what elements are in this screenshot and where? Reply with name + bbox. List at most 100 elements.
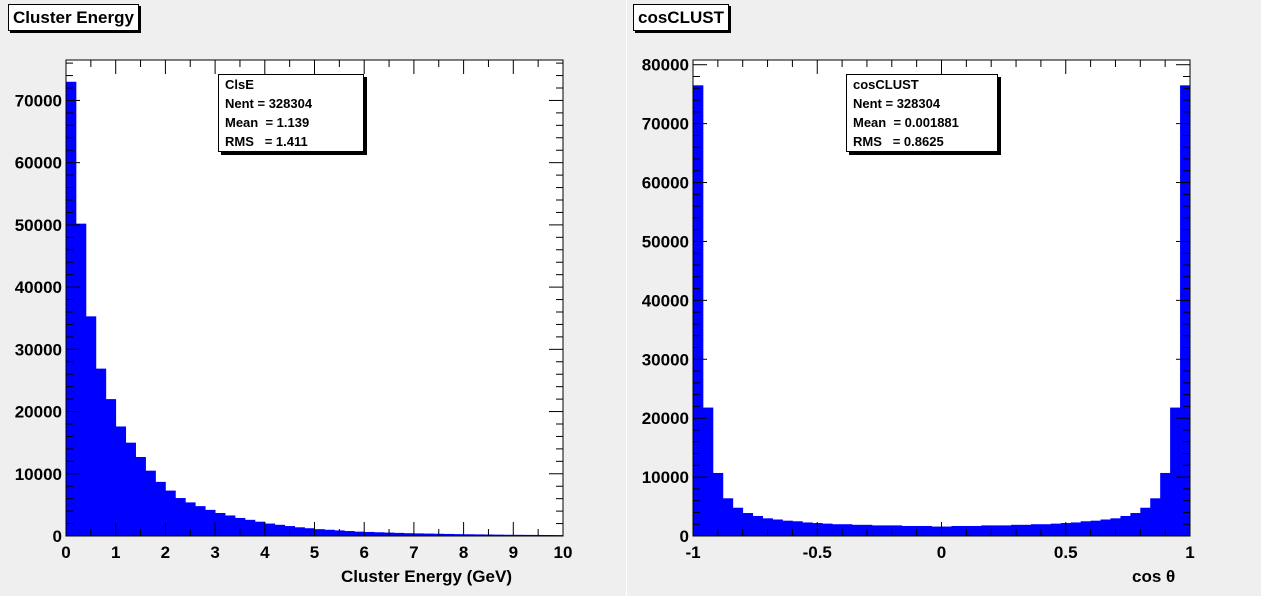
histogram-bar bbox=[274, 524, 286, 536]
y-tick-label: 70000 bbox=[15, 91, 62, 110]
stats-name: ClsE bbox=[225, 77, 254, 92]
stats-mean: Mean = 1.139 bbox=[225, 115, 310, 130]
histogram-bar bbox=[1180, 85, 1191, 537]
histogram-bar bbox=[921, 525, 932, 536]
x-tick-label: 5 bbox=[310, 543, 319, 562]
histogram-bar bbox=[1070, 522, 1082, 536]
histogram-bar bbox=[782, 520, 793, 536]
x-tick-label: 3 bbox=[210, 543, 219, 562]
stats-name: cosCLUST bbox=[853, 77, 919, 92]
y-tick-label: 50000 bbox=[15, 216, 62, 235]
histogram-bar bbox=[165, 490, 176, 536]
histogram-bar bbox=[294, 527, 305, 536]
histogram-bar bbox=[1100, 519, 1111, 536]
histogram-bar bbox=[354, 531, 365, 536]
x-tick-label: -0.5 bbox=[803, 543, 832, 562]
histogram-bar bbox=[901, 525, 913, 536]
histogram-bar bbox=[1140, 507, 1151, 536]
histogram-bar bbox=[1120, 515, 1131, 536]
histogram-bar bbox=[364, 531, 375, 536]
histogram-bar bbox=[473, 534, 484, 536]
stats-box: ClsE Nent = 328304 Mean = 1.139 RMS = 1.… bbox=[218, 74, 364, 152]
histogram-bar bbox=[742, 513, 754, 536]
histogram-bar bbox=[453, 534, 464, 536]
x-tick-label: 7 bbox=[409, 543, 418, 562]
left-histogram-pad: 0 10000 20000 30000 40000 50000 60000 70000 0 1 2 3… bbox=[0, 0, 627, 596]
histogram-bar bbox=[881, 525, 893, 536]
chart-title: Cluster Energy bbox=[8, 4, 139, 31]
x-tick-label: 4 bbox=[260, 543, 270, 562]
histogram-bar bbox=[215, 512, 226, 536]
histogram-bar bbox=[125, 442, 136, 536]
histogram-bar bbox=[732, 507, 744, 536]
x-tick-label: 9 bbox=[509, 543, 518, 562]
histogram-bar bbox=[225, 515, 236, 536]
y-tick-label: 30000 bbox=[15, 340, 62, 359]
stats-nent: Nent = 328304 bbox=[853, 96, 941, 111]
histogram-bar bbox=[95, 368, 107, 536]
histogram-bar bbox=[931, 526, 942, 536]
y-tick-label: 10000 bbox=[15, 465, 62, 484]
histogram-bar bbox=[772, 519, 783, 536]
histogram-bar bbox=[802, 522, 813, 536]
y-tick-label: 20000 bbox=[15, 403, 62, 422]
histogram-bar bbox=[244, 519, 256, 536]
histogram-bar bbox=[852, 524, 863, 536]
histogram-bar bbox=[463, 534, 474, 536]
x-tick-label: 8 bbox=[459, 543, 468, 562]
histogram-bar bbox=[981, 525, 992, 536]
y-tick-label: 50000 bbox=[642, 232, 689, 251]
histogram-bar bbox=[941, 526, 952, 536]
histogram-bar bbox=[1050, 523, 1062, 536]
histogram-bar bbox=[832, 524, 843, 536]
histogram-bar bbox=[195, 506, 206, 536]
histogram-bar bbox=[344, 531, 355, 536]
histogram-bar bbox=[991, 525, 1002, 536]
histogram-bar bbox=[1030, 524, 1042, 536]
histogram-bar bbox=[712, 472, 724, 536]
x-tick-label: 6 bbox=[359, 543, 368, 562]
histogram-bar bbox=[722, 498, 734, 536]
histogram-bar bbox=[1160, 472, 1171, 536]
histogram-bar bbox=[792, 521, 803, 536]
histogram-bar bbox=[443, 533, 455, 536]
right-histogram-pad: 0 10000 20000 30000 40000 50000 60000 70000 8000… bbox=[627, 0, 1261, 596]
histogram-bar bbox=[66, 81, 77, 537]
histogram-bar bbox=[135, 456, 146, 536]
histogram-bar bbox=[324, 529, 335, 536]
y-tick-label: 20000 bbox=[642, 409, 689, 428]
y-tick-label: 30000 bbox=[642, 350, 689, 369]
histogram-bar bbox=[1080, 521, 1091, 536]
x-tick-label: 10 bbox=[554, 543, 573, 562]
stats-rms: RMS = 0.8625 bbox=[853, 134, 944, 149]
cos-theta-plot: 0 10000 20000 30000 40000 50000 60000 70000 8000… bbox=[642, 56, 1195, 562]
y-tick-label: 80000 bbox=[642, 56, 689, 75]
y-tick-label: 0 bbox=[53, 527, 62, 546]
histogram-bar bbox=[105, 399, 117, 536]
histogram-bar bbox=[423, 533, 435, 536]
x-tick-label: 1 bbox=[111, 543, 120, 562]
histogram-bar bbox=[503, 534, 514, 536]
x-tick-label: 1 bbox=[1185, 543, 1194, 562]
histogram-bar bbox=[1170, 407, 1181, 536]
x-tick-label: 0.5 bbox=[1054, 543, 1078, 562]
histogram-bar bbox=[1150, 498, 1161, 536]
histogram-bar bbox=[752, 515, 763, 536]
chart-title: cosCLUST bbox=[633, 4, 729, 31]
histogram-bar bbox=[155, 481, 166, 536]
histogram-bar bbox=[403, 533, 415, 536]
y-tick-label: 40000 bbox=[15, 278, 62, 297]
histogram-bar bbox=[304, 528, 315, 536]
histogram-bar bbox=[891, 525, 903, 536]
y-tick-label: 60000 bbox=[15, 154, 62, 173]
histogram-bar bbox=[971, 525, 982, 536]
stats-nent: Nent = 328304 bbox=[225, 96, 313, 111]
histogram-bar bbox=[842, 524, 853, 536]
y-tick-label: 0 bbox=[680, 527, 689, 546]
histogram-bar bbox=[1110, 518, 1121, 536]
x-tick-label: 0 bbox=[937, 543, 946, 562]
stats-mean: Mean = 0.001881 bbox=[853, 115, 959, 130]
histogram-bar bbox=[314, 529, 325, 536]
x-axis-title: Cluster Energy (GeV) bbox=[341, 567, 512, 586]
histogram-bar bbox=[264, 523, 276, 536]
